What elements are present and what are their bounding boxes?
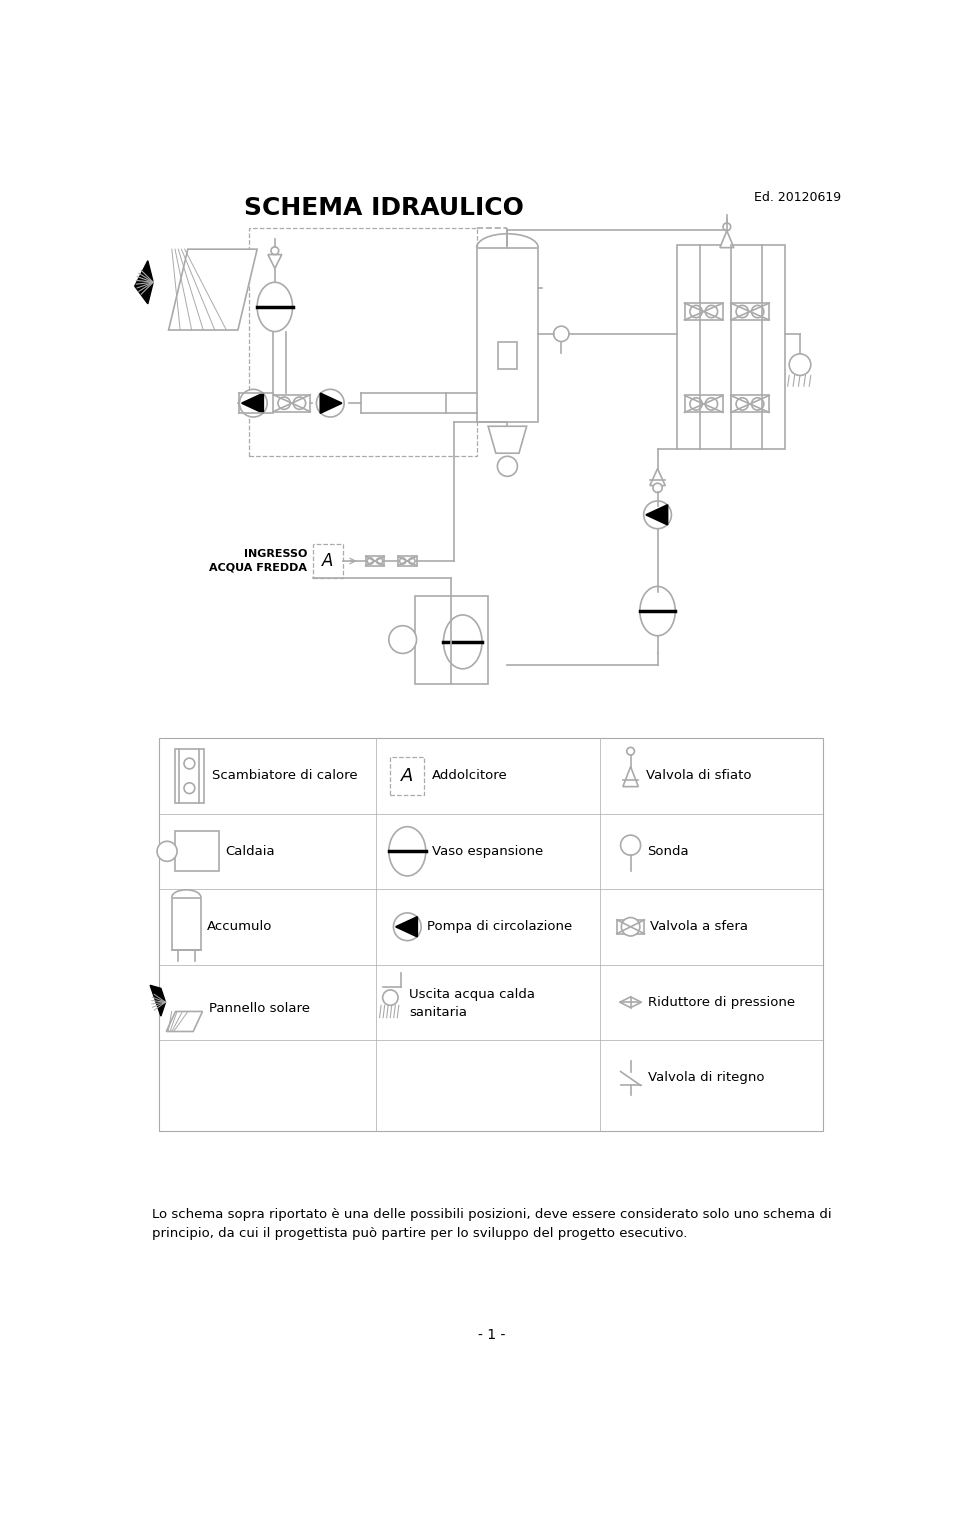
Bar [476,248,539,423]
Bar [366,556,384,565]
Bar [398,556,417,565]
Ellipse shape [389,827,426,876]
Text: Riduttore di pressione: Riduttore di pressione [648,995,795,1009]
Text: Accumulo: Accumulo [207,920,273,934]
Bar [175,831,220,871]
Polygon shape [396,917,418,937]
Polygon shape [321,393,342,413]
Bar [616,920,644,934]
Bar [731,303,769,320]
Circle shape [317,389,344,416]
Text: A: A [401,767,414,785]
Polygon shape [650,468,665,485]
Circle shape [239,389,267,416]
Text: Scambiatore di calore: Scambiatore di calore [212,770,357,782]
Polygon shape [720,231,733,248]
Bar [684,395,723,412]
Circle shape [621,917,639,935]
Text: Pompa di circolazione: Pompa di circolazione [427,920,572,934]
Circle shape [394,912,421,940]
Circle shape [368,557,373,563]
Circle shape [690,398,702,410]
Text: Valvola a sfera: Valvola a sfera [650,920,748,934]
Circle shape [157,842,177,862]
Bar [250,228,476,456]
Polygon shape [150,986,165,1017]
Circle shape [409,557,415,563]
Circle shape [644,501,671,528]
Circle shape [271,246,278,254]
Polygon shape [242,393,263,413]
Circle shape [184,782,195,793]
Bar [159,738,823,1131]
Circle shape [278,397,290,409]
Circle shape [736,305,749,318]
Circle shape [620,834,640,856]
Circle shape [789,354,811,375]
Text: Uscita acqua calda
sanitaria: Uscita acqua calda sanitaria [409,989,535,1020]
Bar [172,897,201,949]
Bar [175,749,204,802]
Circle shape [389,626,417,654]
Circle shape [723,224,731,231]
Text: ACQUA FREDDA: ACQUA FREDDA [209,562,307,573]
Circle shape [497,456,517,476]
Bar [731,395,769,412]
Circle shape [383,991,398,1006]
Polygon shape [134,260,154,303]
Circle shape [752,305,764,318]
Circle shape [690,305,702,318]
Polygon shape [268,254,282,268]
Text: INGRESSO: INGRESSO [244,550,307,559]
Polygon shape [166,1012,203,1032]
Text: Valvola di sfiato: Valvola di sfiato [646,770,752,782]
Polygon shape [646,505,667,525]
Text: Lo schema sopra riportato è una delle possibili posizioni, deve essere considera: Lo schema sopra riportato è una delle po… [153,1208,831,1240]
Text: Vaso espansione: Vaso espansione [432,845,543,857]
Circle shape [294,397,305,409]
Circle shape [627,747,635,755]
Circle shape [752,398,764,410]
Text: Ed. 20120619: Ed. 20120619 [754,191,841,204]
Bar [677,245,784,450]
Text: A: A [323,553,334,570]
Text: Addolcitore: Addolcitore [432,770,508,782]
Bar [498,341,516,369]
Circle shape [554,326,569,341]
Circle shape [736,398,749,410]
Bar [391,756,424,795]
Text: SCHEMA IDRAULICO: SCHEMA IDRAULICO [244,196,524,220]
Ellipse shape [444,615,482,669]
Ellipse shape [639,586,675,635]
Bar [313,544,343,579]
Polygon shape [620,997,641,1007]
Text: - 1 -: - 1 - [478,1327,506,1341]
Text: Sonda: Sonda [648,845,689,857]
Polygon shape [623,767,638,787]
Bar [415,596,488,684]
Ellipse shape [257,282,293,332]
Circle shape [376,557,383,563]
Bar [684,303,723,320]
Circle shape [184,758,195,769]
Circle shape [706,398,718,410]
Circle shape [399,557,406,563]
Text: Valvola di ritegno: Valvola di ritegno [648,1072,764,1084]
Circle shape [706,305,718,318]
Text: Caldaia: Caldaia [225,845,275,857]
Circle shape [653,484,662,493]
Polygon shape [169,250,257,331]
Polygon shape [488,426,527,453]
Text: Pannello solare: Pannello solare [208,1001,310,1015]
Bar [274,395,310,412]
